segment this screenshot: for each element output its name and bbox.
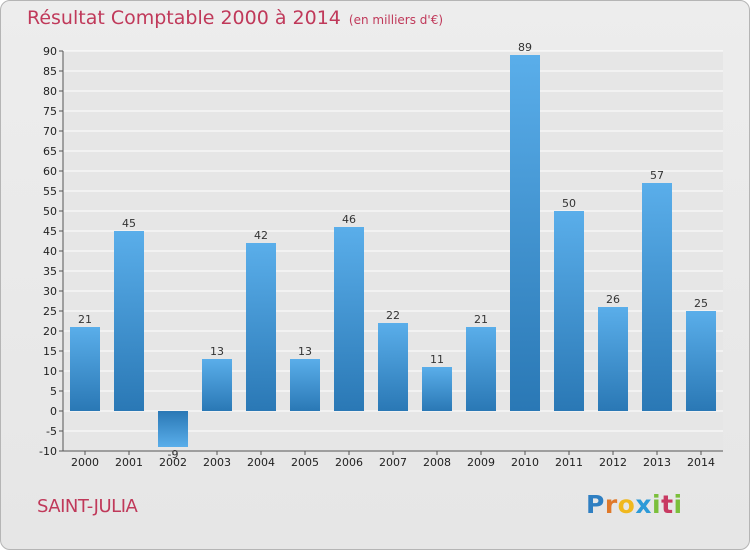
bar-2007[interactable] bbox=[378, 323, 408, 411]
bar-2014[interactable] bbox=[686, 311, 716, 411]
data-label-2006: 46 bbox=[342, 213, 356, 226]
y-tick-label: 40 bbox=[43, 245, 57, 258]
data-labels: 21 45 -9 13 42 13 46 22 11 21 89 50 26 57 25 bbox=[78, 41, 708, 461]
data-label-2011: 50 bbox=[562, 197, 576, 210]
y-tick-label: 85 bbox=[43, 65, 57, 78]
y-tick-label: 60 bbox=[43, 165, 57, 178]
data-label-2014: 25 bbox=[694, 297, 708, 310]
chart-title: Résultat Comptable 2000 à 2014 (en millie… bbox=[27, 7, 443, 29]
data-label-2003: 13 bbox=[210, 345, 224, 358]
y-tick-label: 20 bbox=[43, 325, 57, 338]
data-label-2001: 45 bbox=[122, 217, 136, 230]
y-tick-label: -5 bbox=[46, 425, 57, 438]
data-label-2000: 21 bbox=[78, 313, 92, 326]
data-label-2004: 42 bbox=[254, 229, 268, 242]
bar-2003[interactable] bbox=[202, 359, 232, 411]
y-tick-label: 30 bbox=[43, 285, 57, 298]
x-tick-label: 2005 bbox=[291, 456, 319, 469]
axes: -10 -5 0 5 10 15 20 25 30 35 40 45 50 55 60 65 70 75 80 85 9… bbox=[39, 45, 723, 469]
bar-2004[interactable] bbox=[246, 243, 276, 411]
bar-2001[interactable] bbox=[114, 231, 144, 411]
bar-2000[interactable] bbox=[70, 327, 100, 411]
bar-2013[interactable] bbox=[642, 183, 672, 411]
x-tick-label: 2004 bbox=[247, 456, 275, 469]
x-tick-label: 2009 bbox=[467, 456, 495, 469]
bar-2010[interactable] bbox=[510, 55, 540, 411]
y-tick-label: 50 bbox=[43, 205, 57, 218]
x-tick-label: 2003 bbox=[203, 456, 231, 469]
x-tick-label: 2006 bbox=[335, 456, 363, 469]
bar-2009[interactable] bbox=[466, 327, 496, 411]
data-label-2007: 22 bbox=[386, 309, 400, 322]
x-tick-label: 2010 bbox=[511, 456, 539, 469]
x-tick-label: 2007 bbox=[379, 456, 407, 469]
x-tick-label: 2008 bbox=[423, 456, 451, 469]
x-tick-label: 2001 bbox=[115, 456, 143, 469]
chart-title-text: Résultat Comptable 2000 à 2014 bbox=[27, 7, 341, 29]
data-label-2013: 57 bbox=[650, 169, 664, 182]
x-tick-label: 2013 bbox=[643, 456, 671, 469]
data-label-2012: 26 bbox=[606, 293, 620, 306]
x-tick-label: 2000 bbox=[71, 456, 99, 469]
y-tick-label: 90 bbox=[43, 45, 57, 58]
bar-2002[interactable] bbox=[158, 411, 188, 447]
town-name: SAINT-JULIA bbox=[37, 496, 138, 517]
x-tick-label: 2014 bbox=[687, 456, 715, 469]
y-tick-label: 65 bbox=[43, 145, 57, 158]
bar-2005[interactable] bbox=[290, 359, 320, 411]
y-tick-label: 70 bbox=[43, 125, 57, 138]
bar-2008[interactable] bbox=[422, 367, 452, 411]
y-tick-label: 5 bbox=[50, 385, 57, 398]
x-tick-label: 2012 bbox=[599, 456, 627, 469]
y-tick-label: 25 bbox=[43, 305, 57, 318]
data-label-2008: 11 bbox=[430, 353, 444, 366]
y-tick-label: 45 bbox=[43, 225, 57, 238]
proxiti-logo[interactable]: Proxiti bbox=[586, 490, 683, 519]
y-tick-label: 15 bbox=[43, 345, 57, 358]
y-tick-label: 80 bbox=[43, 85, 57, 98]
y-tick-label: -10 bbox=[39, 445, 57, 458]
data-label-2010: 89 bbox=[518, 41, 532, 54]
bar-2011[interactable] bbox=[554, 211, 584, 411]
bar-2012[interactable] bbox=[598, 307, 628, 411]
y-tick-label: 0 bbox=[50, 405, 57, 418]
y-tick-label: 75 bbox=[43, 105, 57, 118]
x-tick-label: 2011 bbox=[555, 456, 583, 469]
y-tick-label: 35 bbox=[43, 265, 57, 278]
data-label-2002: -9 bbox=[168, 448, 179, 461]
chart-subtitle: (en milliers d'€) bbox=[348, 13, 444, 27]
y-tick-label: 10 bbox=[43, 365, 57, 378]
data-label-2005: 13 bbox=[298, 345, 312, 358]
x-tick-label: 2002 bbox=[159, 456, 187, 469]
data-label-2009: 21 bbox=[474, 313, 488, 326]
bar-2006[interactable] bbox=[334, 227, 364, 411]
y-tick-label: 55 bbox=[43, 185, 57, 198]
bars bbox=[70, 55, 716, 447]
